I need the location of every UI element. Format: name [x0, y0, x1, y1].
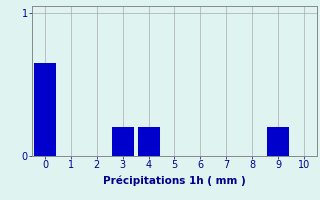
- Bar: [112, 127, 134, 156]
- Bar: [138, 127, 159, 156]
- X-axis label: Précipitations 1h ( mm ): Précipitations 1h ( mm ): [103, 176, 246, 186]
- Bar: [34, 63, 56, 156]
- Bar: [267, 127, 289, 156]
